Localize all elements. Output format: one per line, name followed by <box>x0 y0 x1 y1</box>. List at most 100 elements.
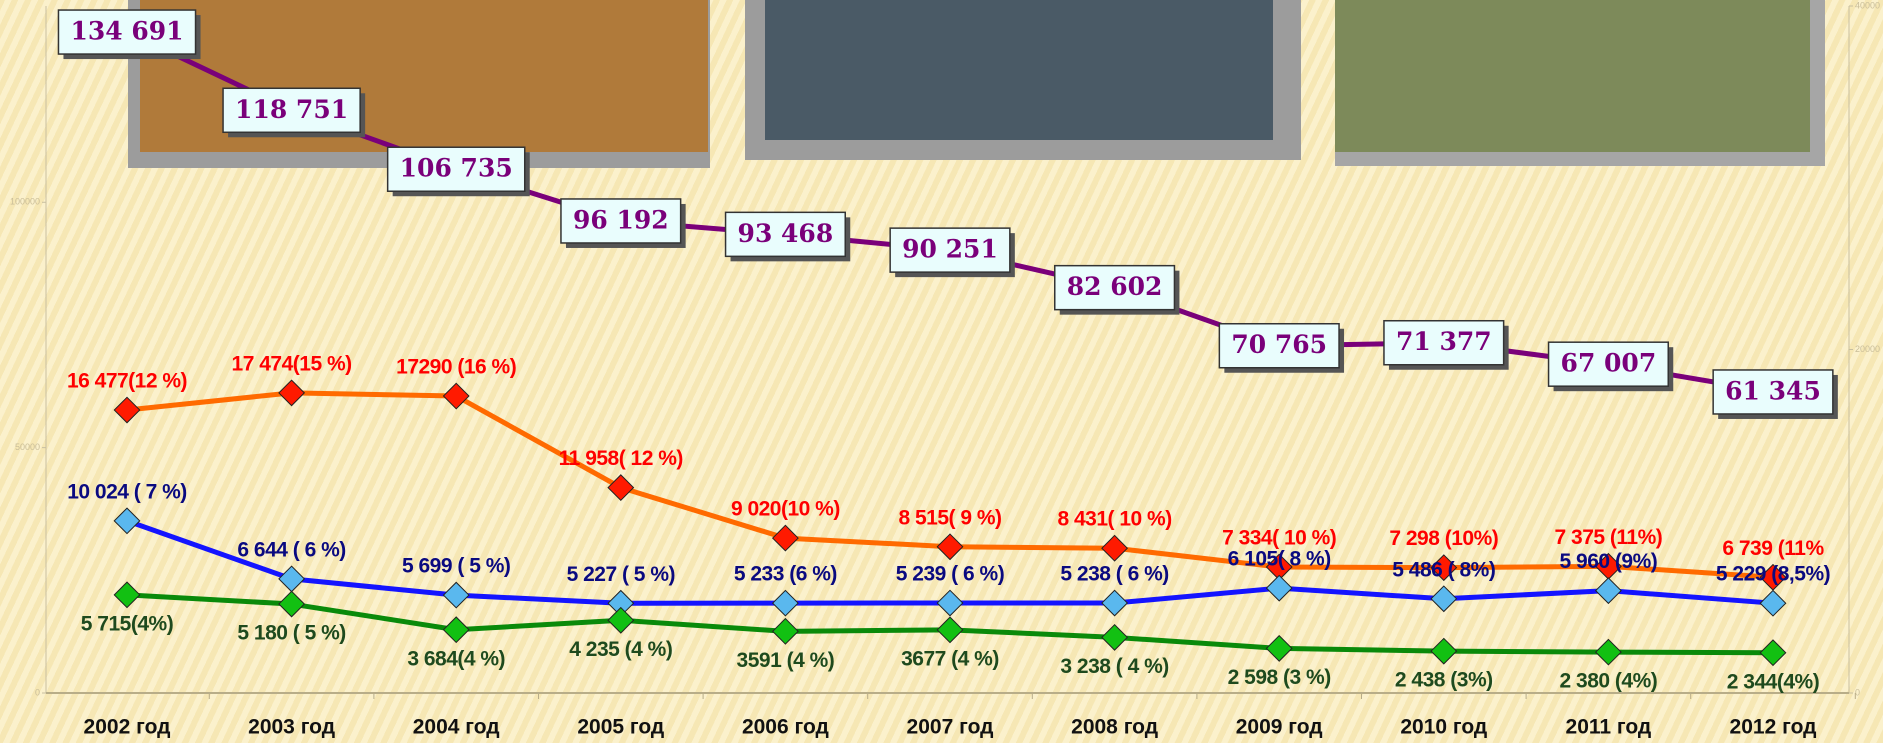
value-label: 5 715(4%) <box>81 612 173 635</box>
value-label: 70 765 <box>1231 330 1327 359</box>
value-box: 90 251 <box>890 228 1015 277</box>
value-label: 6 105( 8 %) <box>1228 548 1331 571</box>
value-label: 8 431( 10 %) <box>1057 508 1171 531</box>
value-label: 5 180 ( 5 %) <box>237 622 345 645</box>
value-label: 2 598 (3 %) <box>1228 666 1331 689</box>
x-tick-label: 2004 год <box>413 716 500 739</box>
value-label: 16 477(12 %) <box>67 370 187 393</box>
value-label: 17290 (16 %) <box>396 356 516 379</box>
value-label: 6 644 ( 6 %) <box>237 538 345 561</box>
value-label: 93 468 <box>738 219 834 248</box>
value-box: 82 602 <box>1055 266 1180 315</box>
value-box: 67 007 <box>1549 342 1674 391</box>
value-label: 11 958( 12 %) <box>559 447 683 470</box>
marker <box>1266 636 1291 661</box>
value-label: 10 024 ( 7 %) <box>67 480 187 503</box>
y2-tick-label: 20000 <box>1855 344 1880 354</box>
value-label: 2 344(4%) <box>1727 670 1819 693</box>
marker <box>114 397 139 422</box>
marker <box>773 619 798 644</box>
marker <box>1102 590 1127 615</box>
value-label: 6 739 (11% <box>1722 537 1824 560</box>
marker <box>114 582 139 607</box>
x-tick-label: 2009 год <box>1236 716 1323 739</box>
value-label: 5 229 (8,5%) <box>1716 563 1830 586</box>
value-box: 106 735 <box>388 147 530 196</box>
chart: 050000100000020000400002002 год2003 год2… <box>0 0 1883 743</box>
value-box: 70 765 <box>1219 324 1344 373</box>
x-tick-label: 2002 год <box>84 716 171 739</box>
marker <box>1266 575 1291 600</box>
value-label: 7 298 (10%) <box>1389 527 1498 550</box>
value-label: 96 192 <box>573 205 669 234</box>
marker <box>1102 535 1127 560</box>
y-tick-label: 50000 <box>15 442 40 452</box>
marker <box>1431 586 1456 611</box>
value-label: 3 684(4 %) <box>407 647 505 670</box>
x-tick-label: 2003 год <box>248 716 335 739</box>
value-label: 106 735 <box>400 154 513 183</box>
value-label: 5 960 (9%) <box>1560 550 1658 573</box>
y-tick-label: 100000 <box>10 197 40 207</box>
marker <box>443 617 468 642</box>
value-box: 134 691 <box>58 10 200 59</box>
value-label: 2 380 (4%) <box>1560 670 1658 693</box>
value-label: 5 227 ( 5 %) <box>567 563 675 586</box>
value-label: 61 345 <box>1725 376 1821 405</box>
value-box: 71 377 <box>1384 321 1509 370</box>
value-label: 7 334( 10 %) <box>1222 527 1336 550</box>
marker <box>443 582 468 607</box>
marker <box>1596 639 1621 664</box>
marker <box>937 617 962 642</box>
value-label: 9 020(10 %) <box>731 498 840 521</box>
value-label: 8 515( 9 %) <box>898 506 1001 529</box>
value-label: 5 486 ( 8%) <box>1392 558 1495 581</box>
value-label: 71 377 <box>1396 327 1492 356</box>
value-label: 5 233 (6 %) <box>734 563 837 586</box>
marker <box>443 383 468 408</box>
value-label: 17 474(15 %) <box>232 352 352 375</box>
x-tick-label: 2006 год <box>742 716 829 739</box>
value-box: 61 345 <box>1713 370 1838 419</box>
value-label: 2 438 (3%) <box>1395 669 1493 692</box>
value-label: 3591 (4 %) <box>737 649 835 672</box>
value-label: 90 251 <box>902 235 998 264</box>
value-label: 5 239 ( 6 %) <box>896 563 1004 586</box>
photo <box>1335 0 1810 152</box>
x-tick-label: 2010 год <box>1400 716 1487 739</box>
value-label: 82 602 <box>1067 272 1163 301</box>
marker <box>608 475 633 500</box>
marker <box>608 608 633 633</box>
value-label: 4 235 (4 %) <box>569 638 672 661</box>
x-tick-label: 2011 год <box>1566 716 1652 739</box>
value-box: 118 751 <box>223 88 365 137</box>
marker <box>1102 625 1127 650</box>
marker <box>279 566 304 591</box>
y2-tick-label: 40000 <box>1855 0 1880 10</box>
value-label: 134 691 <box>70 17 183 46</box>
x-tick-label: 2007 год <box>907 716 994 739</box>
marker <box>773 590 798 615</box>
marker <box>773 525 798 550</box>
value-label: 5 699 ( 5 %) <box>402 555 510 578</box>
value-label: 67 007 <box>1561 349 1657 378</box>
x-tick-label: 2012 год <box>1730 716 1817 739</box>
marker <box>937 590 962 615</box>
marker <box>114 508 139 533</box>
marker <box>1596 578 1621 603</box>
marker <box>279 591 304 616</box>
marker <box>1760 640 1785 665</box>
photo <box>765 0 1273 140</box>
x-tick-label: 2008 год <box>1071 716 1158 739</box>
value-box: 93 468 <box>726 212 851 261</box>
value-box: 96 192 <box>561 199 686 248</box>
value-label: 3677 (4 %) <box>901 647 999 670</box>
value-label: 5 238 ( 6 %) <box>1060 563 1168 586</box>
marker <box>279 380 304 405</box>
slide: 050000100000020000400002002 год2003 год2… <box>0 0 1883 743</box>
marker <box>937 534 962 559</box>
x-tick-label: 2005 год <box>577 716 664 739</box>
value-label: 118 751 <box>235 95 348 124</box>
marker <box>1431 638 1456 663</box>
marker <box>1760 590 1785 615</box>
